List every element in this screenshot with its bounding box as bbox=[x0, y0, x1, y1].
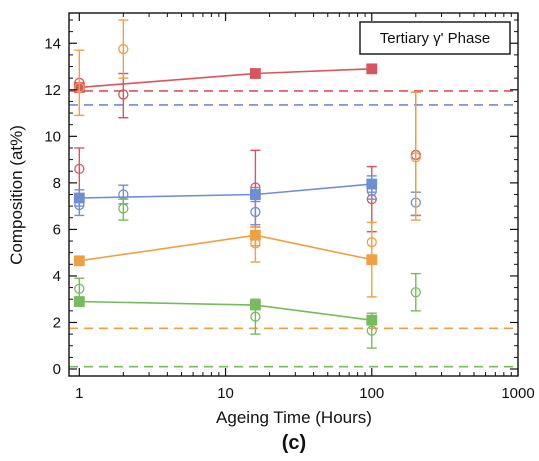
reference-lines bbox=[69, 90, 518, 368]
series-line bbox=[79, 300, 372, 321]
y-tick-label: 6 bbox=[53, 221, 61, 238]
filled-square-point bbox=[366, 254, 378, 266]
x-tick-label: 100 bbox=[359, 385, 384, 402]
open-circle-point bbox=[74, 283, 85, 294]
series-group bbox=[73, 198, 421, 349]
x-tick-label: 10 bbox=[217, 385, 234, 402]
x-tick-label: 1000 bbox=[501, 385, 534, 402]
filled-square-point bbox=[366, 314, 378, 326]
open-circle-point bbox=[410, 152, 421, 163]
open-circle-point bbox=[250, 311, 261, 322]
y-tick-label: 12 bbox=[44, 82, 61, 99]
panel-label: (c) bbox=[282, 432, 306, 454]
y-tick-label: 14 bbox=[44, 35, 61, 52]
open-circle-point bbox=[366, 325, 377, 336]
y-tick-label: 2 bbox=[53, 314, 61, 331]
annotation-text: Tertiary γ' Phase bbox=[380, 30, 490, 47]
series-layer bbox=[73, 19, 421, 349]
y-axis-title: Composition (at%) bbox=[7, 125, 26, 265]
filled-square-point bbox=[366, 178, 378, 190]
y-tick-label: 10 bbox=[44, 128, 61, 145]
open-circle-point bbox=[250, 206, 261, 218]
filled-square-point bbox=[73, 192, 85, 204]
series-line bbox=[79, 234, 372, 262]
annotation-box: Tertiary γ' Phase bbox=[359, 21, 511, 55]
filled-square-point bbox=[249, 229, 261, 241]
x-tick-label: 1 bbox=[75, 385, 83, 402]
y-axis: 0 2 4 6 8 10 12 14 bbox=[44, 19, 518, 378]
open-circle-point bbox=[118, 203, 129, 214]
x-axis-title: Ageing Time (Hours) bbox=[216, 408, 372, 427]
open-circle-point bbox=[410, 287, 421, 298]
filled-square-point bbox=[249, 189, 261, 200]
y-tick-label: 0 bbox=[53, 361, 61, 378]
filled-square-point bbox=[366, 63, 378, 75]
open-circle-point bbox=[74, 82, 85, 93]
open-circle-point bbox=[118, 89, 129, 100]
filled-square-point bbox=[73, 255, 85, 267]
series-group bbox=[73, 63, 421, 233]
series-group bbox=[73, 175, 421, 226]
x-axis: 1 10 100 1000 bbox=[75, 13, 535, 402]
plot-frame bbox=[68, 12, 519, 377]
y-tick-label: 8 bbox=[53, 175, 61, 192]
filled-square-point bbox=[249, 68, 261, 79]
series-group bbox=[73, 19, 421, 298]
filled-square-point bbox=[73, 296, 85, 307]
filled-square-point bbox=[249, 299, 261, 311]
y-tick-label: 4 bbox=[53, 268, 61, 285]
open-circle-point bbox=[74, 163, 85, 175]
open-circle-point bbox=[118, 43, 129, 55]
